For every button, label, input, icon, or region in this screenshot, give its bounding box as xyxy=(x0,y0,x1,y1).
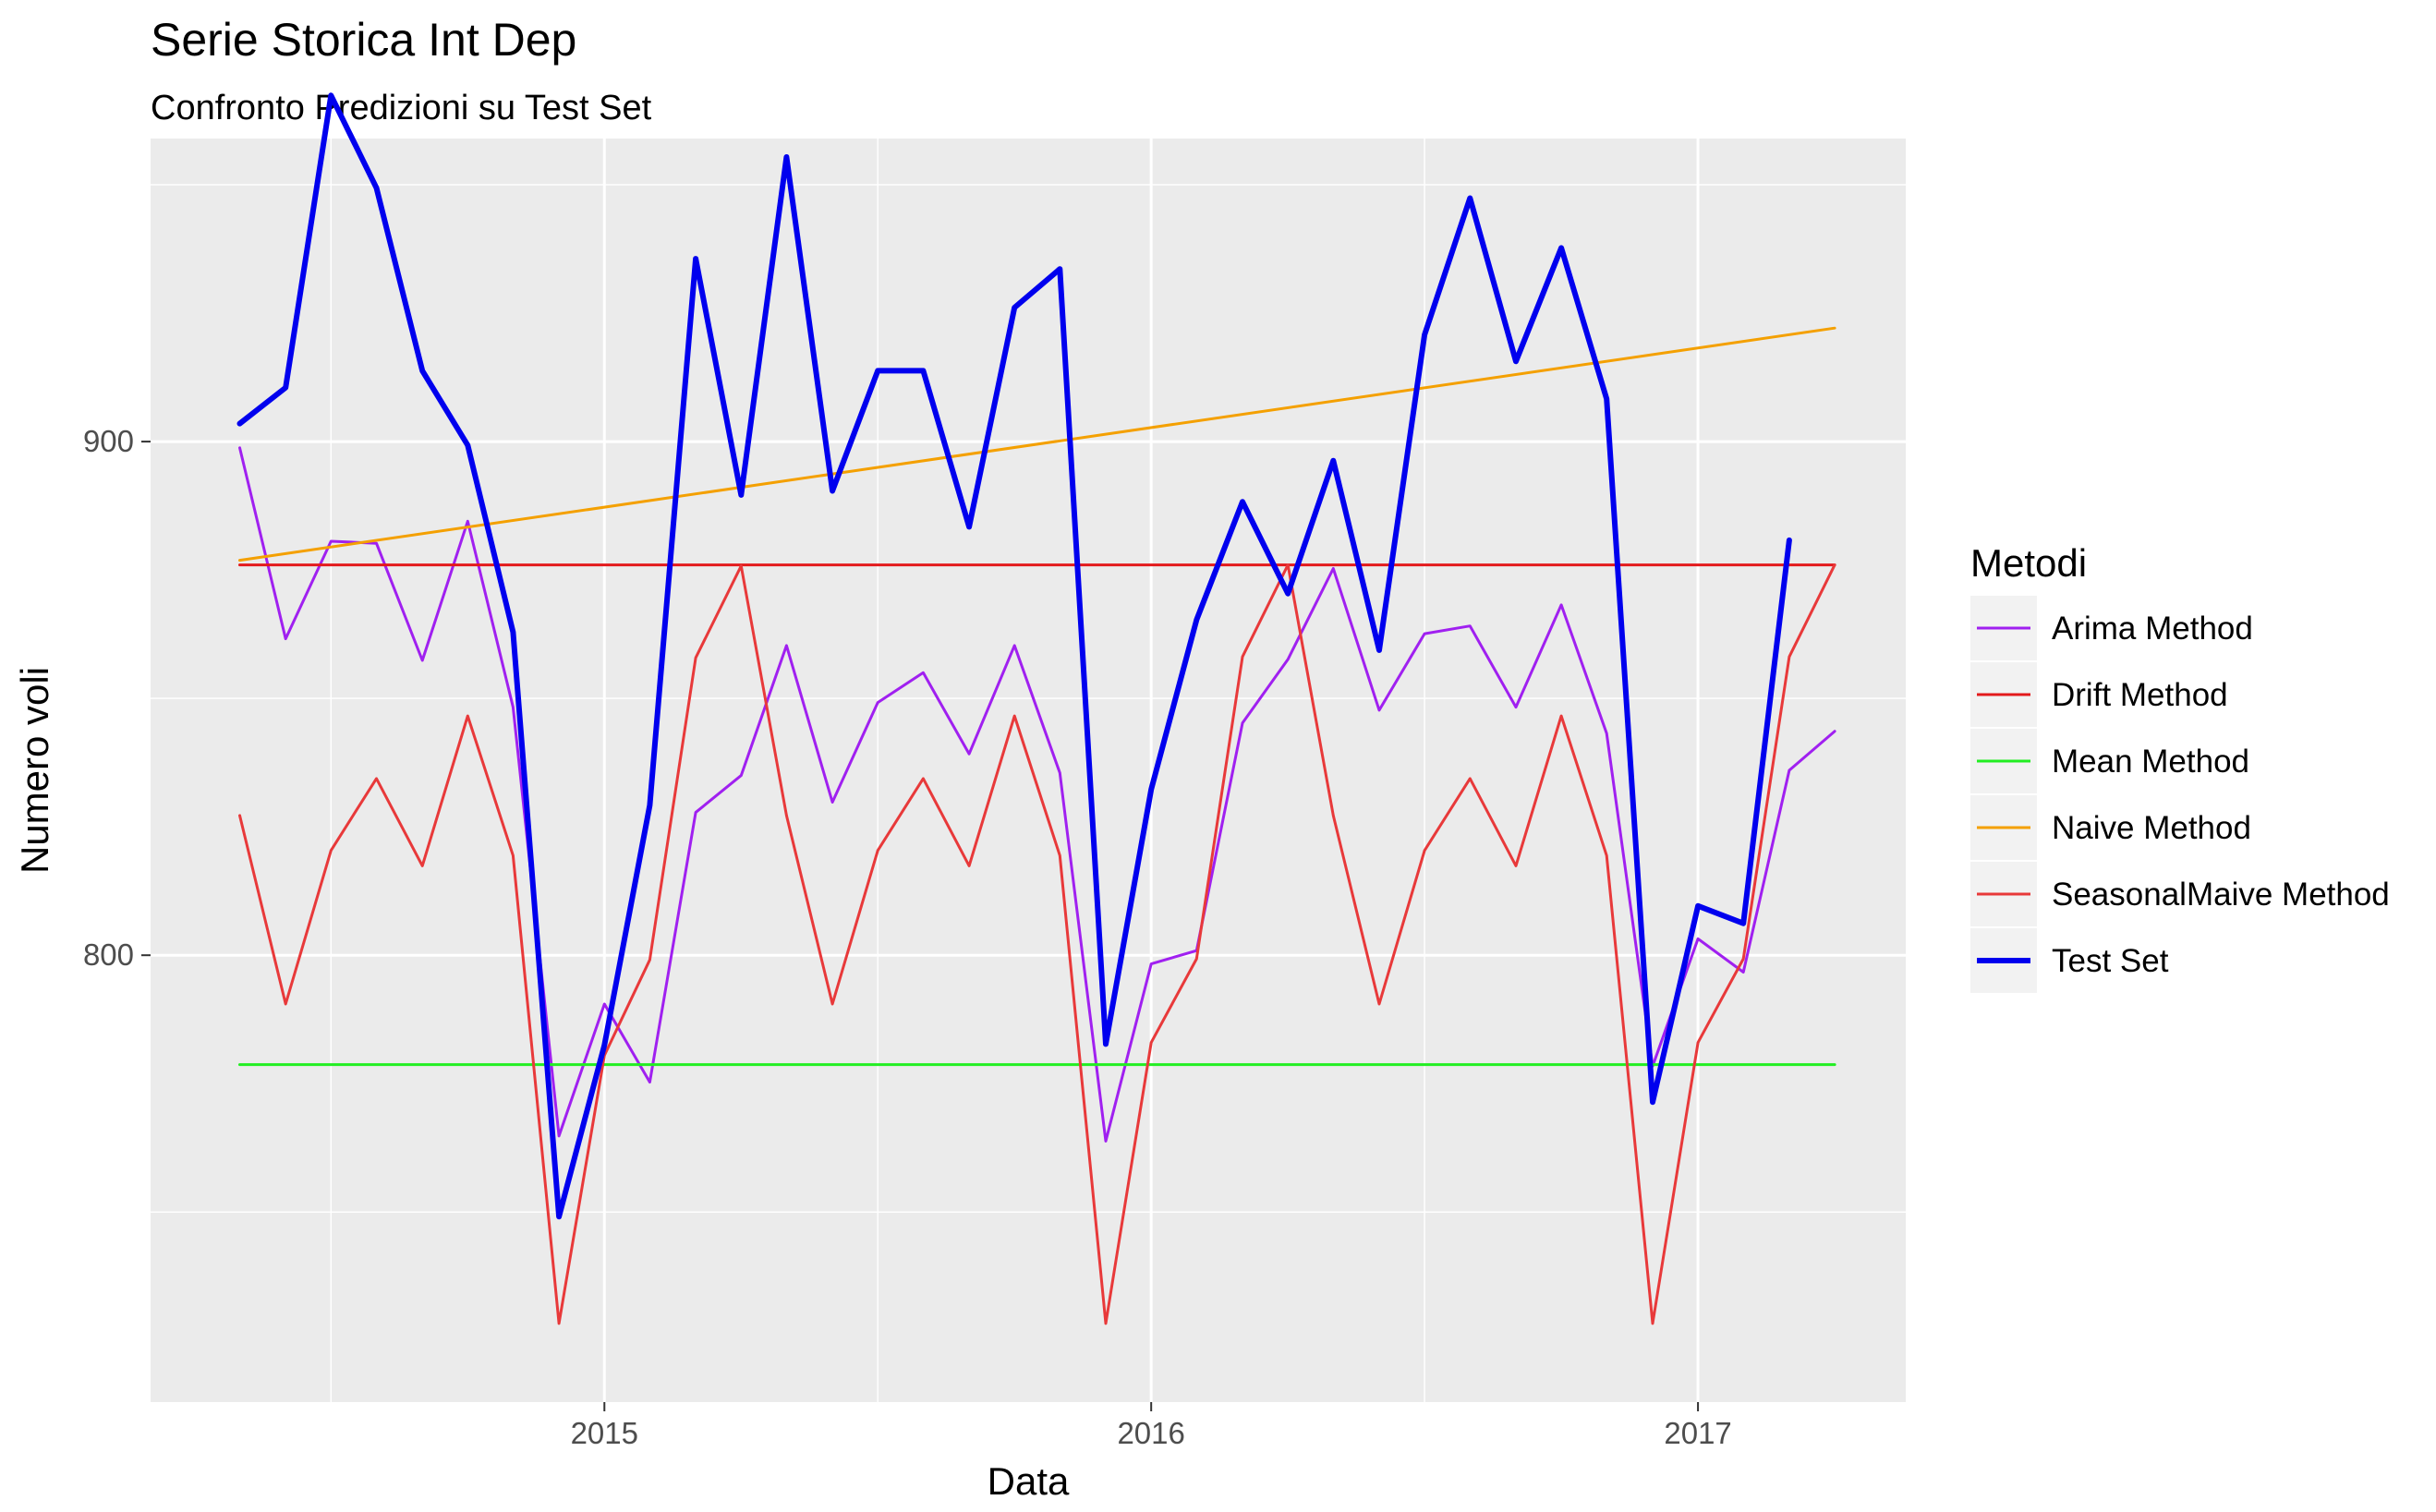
y-tick-label: 800 xyxy=(83,937,134,972)
series-line-naive-method xyxy=(238,326,1836,562)
y-tick-label: 900 xyxy=(83,424,134,458)
x-tick-label: 2016 xyxy=(1117,1416,1184,1450)
x-tick-label: 2015 xyxy=(571,1416,638,1450)
legend-label: Drift Method xyxy=(2052,677,2228,713)
x-axis-title: Data xyxy=(988,1459,1070,1503)
x-tick-label: 2017 xyxy=(1664,1416,1731,1450)
chart-subtitle: Confronto Predizioni su Test Set xyxy=(151,89,652,127)
legend-label: Test Set xyxy=(2052,943,2169,979)
series-lines xyxy=(236,92,1836,1325)
y-axis-title: Numero voli xyxy=(13,667,56,874)
series-line-arima-method xyxy=(238,446,1836,1143)
plot-panel xyxy=(151,139,1906,1402)
legend-label: SeasonalMaive Method xyxy=(2052,877,2390,913)
axis-ticks: 2015 2016 2017 800 900 xyxy=(83,424,1732,1450)
legend: Arima Method Drift Method Mean Method Naive… xyxy=(1970,596,2390,993)
legend-label: Naive Method xyxy=(2052,810,2251,846)
series-line-test-set xyxy=(236,92,1792,1220)
legend-title: Metodi xyxy=(1970,541,2087,585)
series-line-seasonalmaive-method xyxy=(238,563,1836,1325)
legend-label: Mean Method xyxy=(2052,744,2249,780)
chart-title: Serie Storica Int Dep xyxy=(151,14,577,66)
legend-label: Arima Method xyxy=(2052,611,2253,647)
